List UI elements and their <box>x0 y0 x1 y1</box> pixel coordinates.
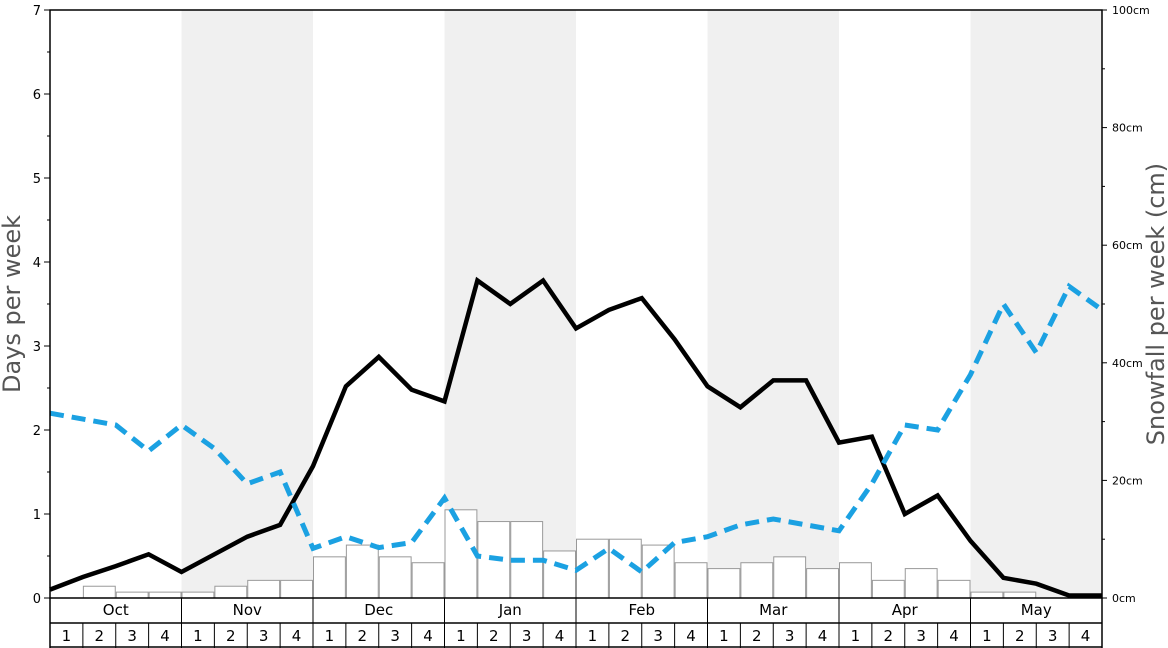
y-axis-right-label: Snowfall per week (cm) <box>1142 163 1168 445</box>
snowfall-bar <box>806 568 839 599</box>
week-label: 1 <box>193 627 203 645</box>
left-tick-label: 2 <box>33 424 41 439</box>
month-label: Dec <box>364 601 393 619</box>
month-shade-mar <box>707 10 839 598</box>
month-label: Nov <box>233 601 262 619</box>
snowfall-bar <box>707 568 741 599</box>
week-label: 3 <box>127 627 137 645</box>
month-shading <box>181 10 1102 598</box>
right-tick-label: 60cm <box>1112 239 1143 252</box>
snowfall-bar <box>740 562 774 599</box>
snowfall-bar <box>674 562 708 599</box>
left-tick-label: 7 <box>33 4 41 19</box>
snowfall-bar <box>82 585 116 599</box>
left-tick-label: 5 <box>33 172 41 187</box>
week-label: 3 <box>259 627 269 645</box>
y-axis-left-label: Days per week <box>0 215 26 393</box>
month-shade-nov <box>181 10 313 598</box>
snowfall-bar <box>970 591 1004 599</box>
week-label: 1 <box>456 627 466 645</box>
month-label: Oct <box>103 601 129 619</box>
snowfall-bar <box>148 591 182 599</box>
solid-series-line <box>49 276 1102 598</box>
week-label: 4 <box>292 627 302 645</box>
week-label: 3 <box>390 627 400 645</box>
week-label: 3 <box>1048 627 1058 645</box>
week-label: 3 <box>653 627 663 645</box>
right-tick-label: 40cm <box>1112 357 1143 370</box>
snowfall-bar <box>181 591 215 599</box>
snowfall-bar <box>411 562 445 599</box>
week-label: 2 <box>752 627 762 645</box>
bottom-axis: Oct 1 2 3 4 Nov 1 2 3 4 Dec 1 2 3 4 Jan 1 2 3 4 Feb 1 2 3 4 Mar 1 2… <box>49 598 1103 648</box>
week-label: 1 <box>62 627 72 645</box>
snowfall-bar <box>378 556 412 599</box>
snowfall-bar <box>247 579 281 599</box>
week-label: 1 <box>719 627 729 645</box>
week-label: 2 <box>884 627 894 645</box>
week-label: 1 <box>851 627 861 645</box>
right-tick-label: 20cm <box>1112 474 1143 487</box>
week-label: 1 <box>588 627 598 645</box>
snowfall-bar <box>214 585 248 599</box>
left-tick-label: 6 <box>33 88 41 103</box>
week-label: 3 <box>916 627 926 645</box>
week-label: 4 <box>818 627 828 645</box>
left-tick-label: 0 <box>33 592 41 607</box>
snowfall-bar <box>543 550 576 599</box>
snowfall-bar <box>937 579 971 599</box>
week-label: 2 <box>1015 627 1025 645</box>
week-label: 2 <box>358 627 368 645</box>
week-label: 4 <box>686 627 696 645</box>
right-tick-label: 80cm <box>1112 122 1143 135</box>
snowfall-bar <box>444 509 478 599</box>
right-tick-label: 100cm <box>1112 4 1150 17</box>
right-tick-label: 0cm <box>1112 592 1136 605</box>
month-label: Apr <box>892 601 919 619</box>
week-label: 3 <box>522 627 532 645</box>
snowfall-bars <box>82 509 1037 599</box>
snowfall-bar <box>641 544 675 599</box>
left-tick-label: 4 <box>33 256 41 271</box>
week-label: 4 <box>949 627 959 645</box>
snowfall-bar <box>839 562 872 599</box>
right-axis: 0cm 20cm 40cm 60cm 80cm 100cm <box>1102 4 1150 605</box>
month-label: Feb <box>628 601 655 619</box>
month-label: Jan <box>498 601 522 619</box>
week-label: 2 <box>621 627 631 645</box>
snowfall-bar <box>115 591 149 599</box>
month-shade-may <box>970 10 1102 598</box>
month-label: Mar <box>759 601 788 619</box>
snowfall-bar <box>773 556 807 599</box>
week-label: 2 <box>489 627 499 645</box>
week-label: 4 <box>1081 627 1091 645</box>
snowfall-bar <box>1003 591 1037 599</box>
week-label: 4 <box>423 627 433 645</box>
left-tick-label: 3 <box>33 340 41 355</box>
left-axis: 0 1 2 3 4 5 6 7 <box>33 4 50 607</box>
snowfall-bar <box>280 579 313 599</box>
month-label: May <box>1021 601 1052 619</box>
week-label: 4 <box>160 627 170 645</box>
week-label: 1 <box>325 627 335 645</box>
week-label: 2 <box>95 627 105 645</box>
data-lines <box>49 276 1104 598</box>
dashed-series-line <box>49 282 1104 576</box>
snowfall-bar <box>871 579 905 599</box>
snowfall-bar <box>313 556 346 599</box>
snowfall-bar <box>904 568 938 599</box>
left-tick-label: 1 <box>33 508 41 523</box>
week-label: 2 <box>226 627 236 645</box>
week-label: 4 <box>555 627 565 645</box>
week-label: 1 <box>982 627 992 645</box>
snowfall-bar <box>345 544 379 599</box>
week-label: 3 <box>785 627 795 645</box>
